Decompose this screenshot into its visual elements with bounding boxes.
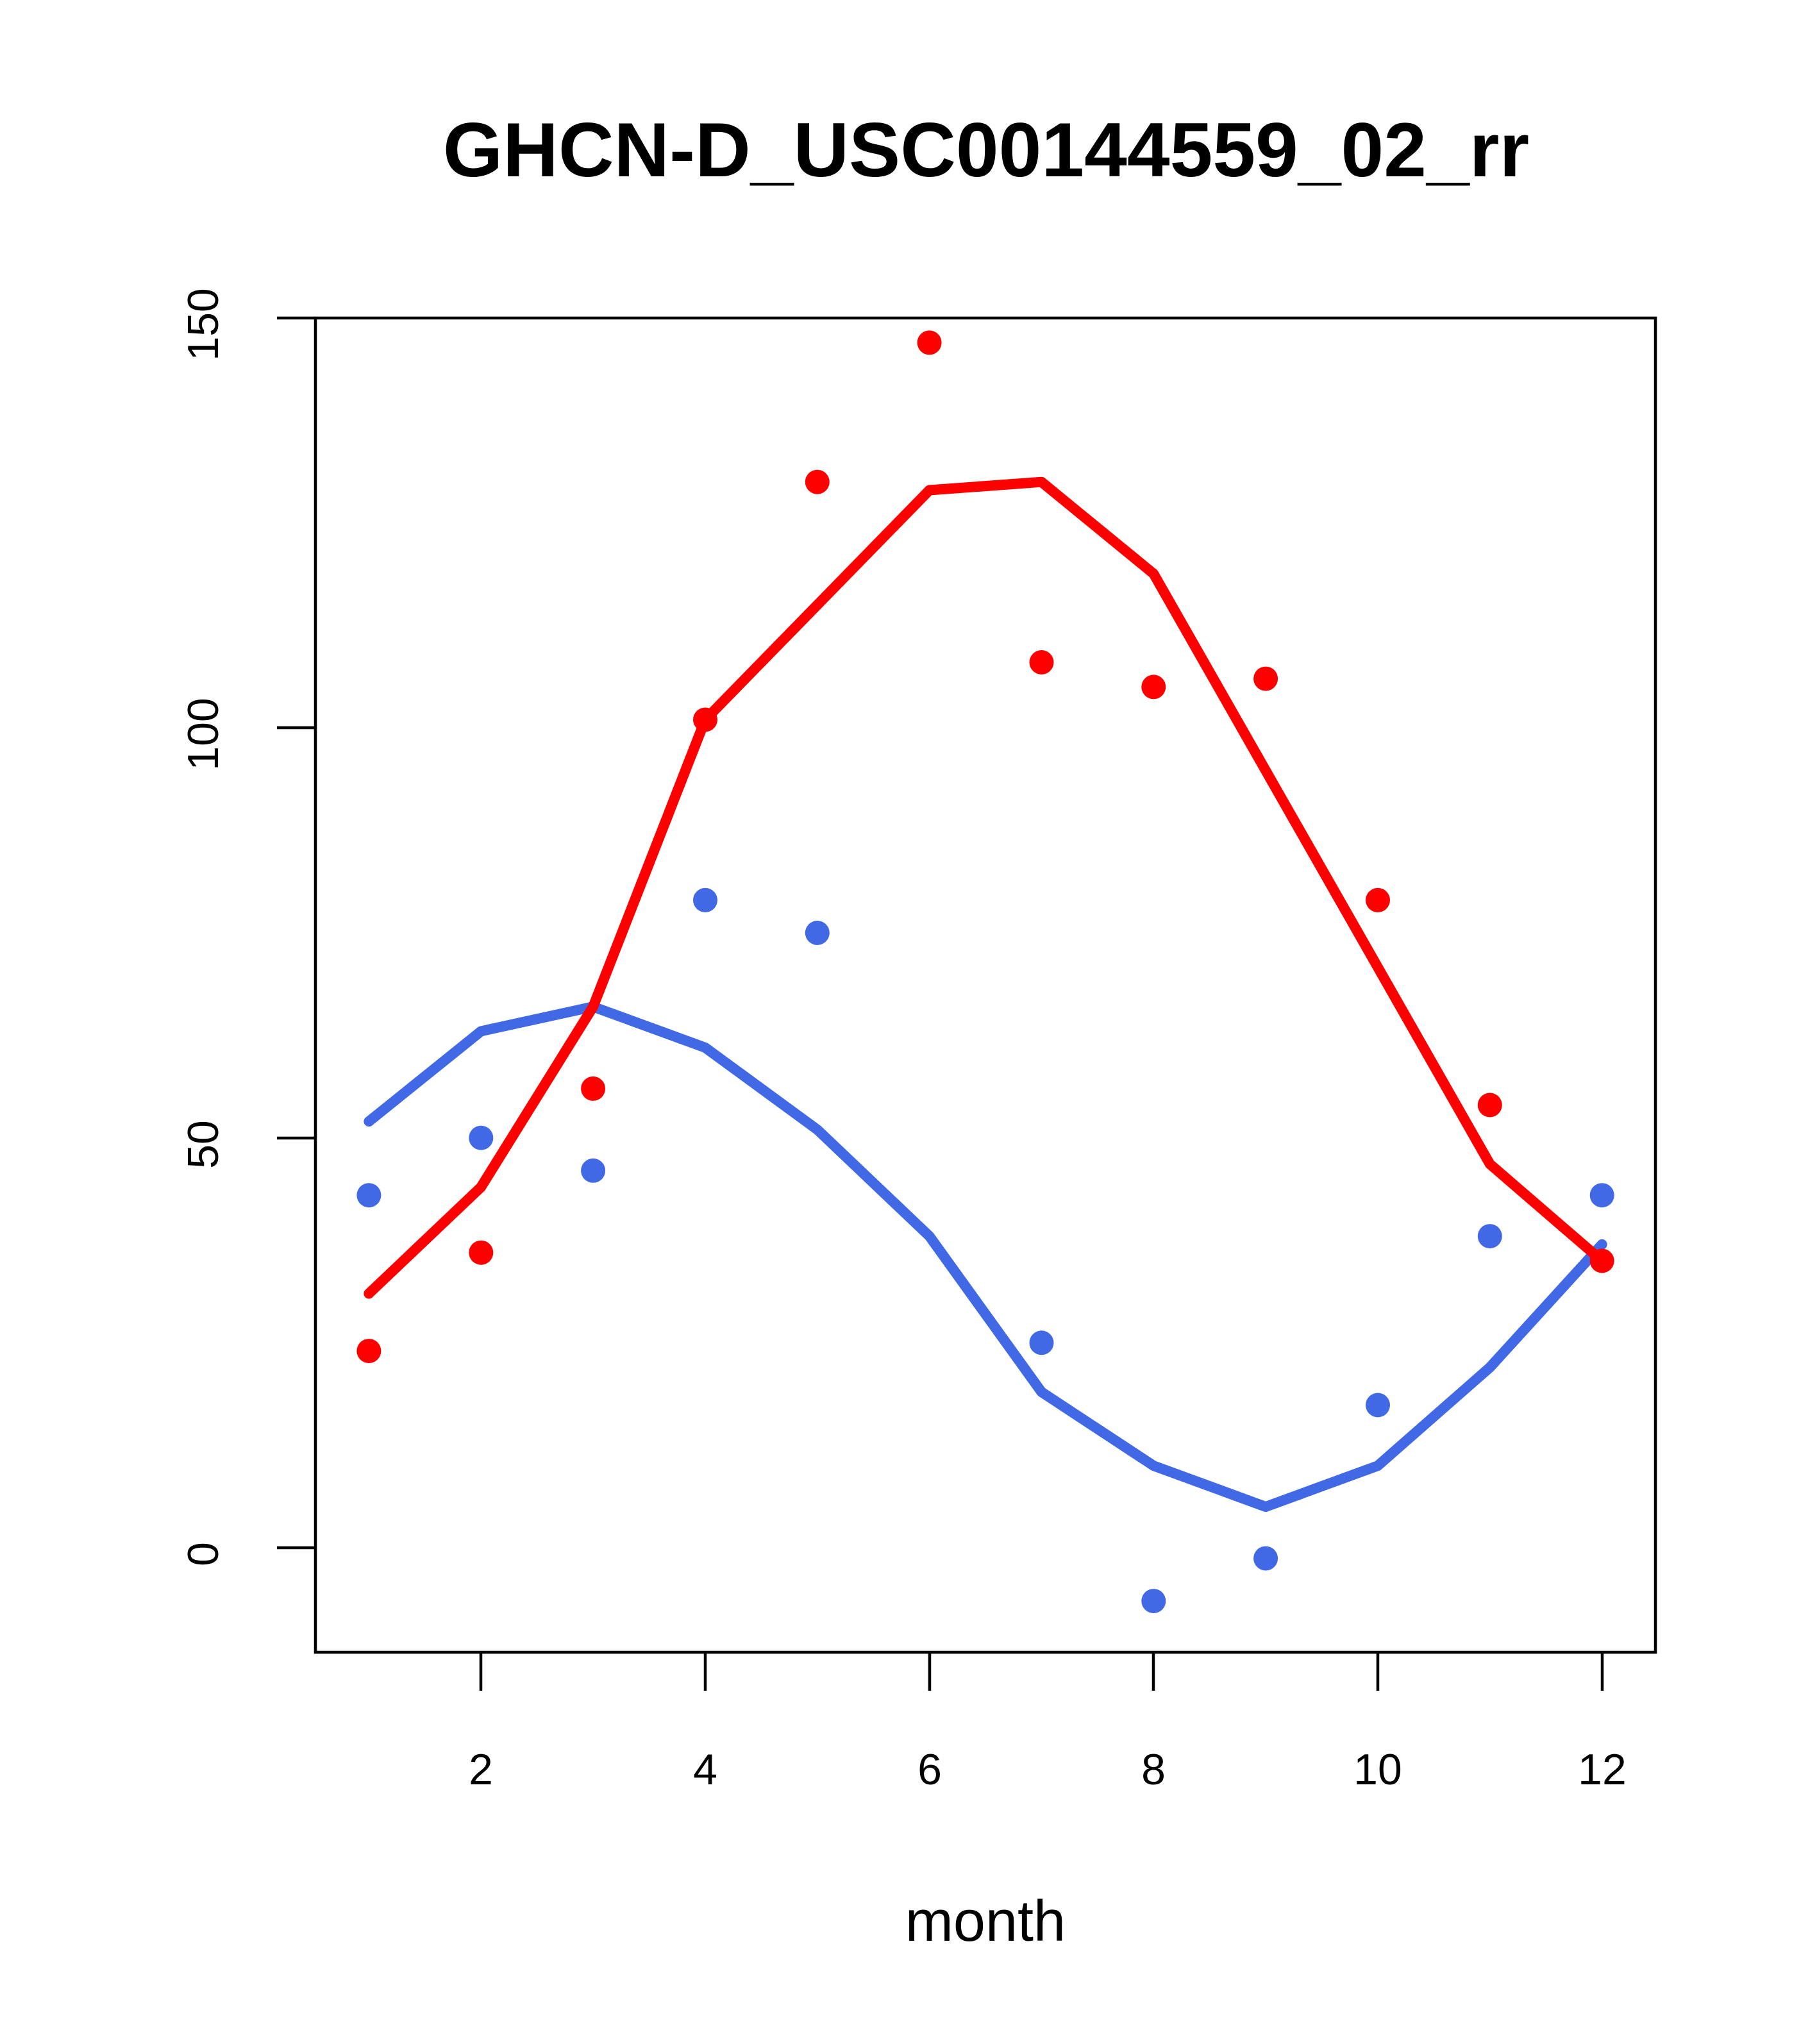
- svg-text:6: 6: [917, 1745, 942, 1794]
- svg-text:GHCN-D_USC00144559_02_rr: GHCN-D_USC00144559_02_rr: [443, 107, 1529, 193]
- svg-text:150: 150: [179, 288, 228, 360]
- svg-text:10: 10: [1353, 1745, 1402, 1794]
- svg-text:50: 50: [179, 1120, 228, 1169]
- svg-text:4: 4: [693, 1745, 717, 1794]
- svg-text:100: 100: [179, 698, 228, 770]
- svg-text:2: 2: [469, 1745, 493, 1794]
- svg-text:8: 8: [1141, 1745, 1166, 1794]
- svg-text:0: 0: [179, 1542, 228, 1566]
- svg-text:12: 12: [1578, 1745, 1627, 1794]
- svg-text:month: month: [905, 1889, 1066, 1954]
